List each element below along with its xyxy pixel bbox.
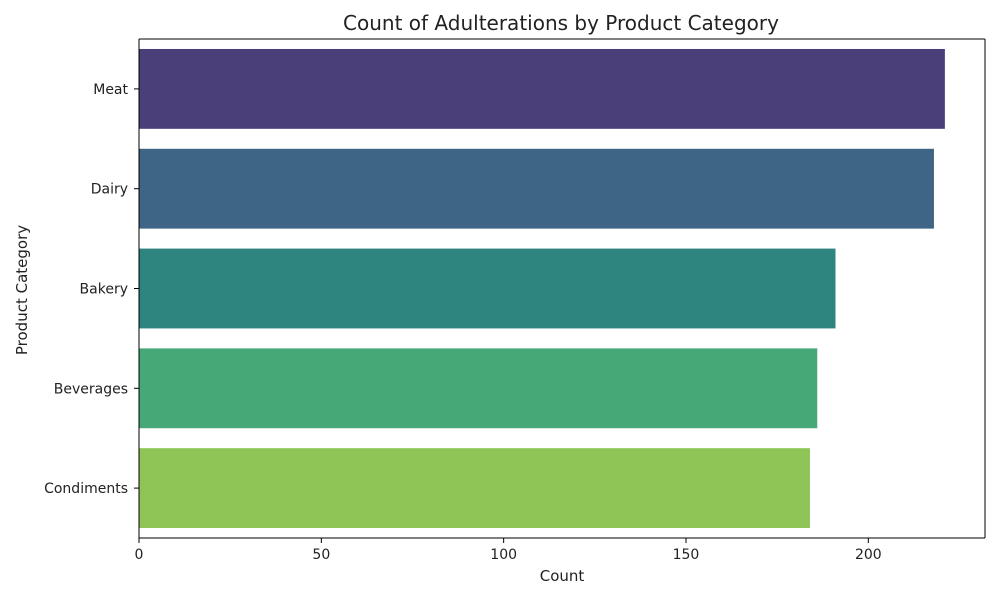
chart-title: Count of Adulterations by Product Catego… [343,11,779,35]
y-tick-label-beverages: Beverages [54,381,128,397]
bars-group [139,48,945,529]
x-tick-label-0: 0 [135,547,144,563]
y-tick-label-dairy: Dairy [91,182,128,198]
bar-bakery [139,248,836,329]
x-tick-labels: 0 50 100 150 200 [135,538,882,563]
y-tick-label-condiments: Condiments [44,481,128,497]
bar-dairy [139,148,934,229]
bar-meat [139,48,945,129]
y-tick-label-bakery: Bakery [80,282,128,298]
bar-condiments [139,448,810,529]
y-tick-label-meat: Meat [93,82,128,98]
x-tick-label-200: 200 [855,547,882,563]
x-tick-label-100: 100 [490,547,517,563]
y-tick-labels: Meat Dairy Bakery Beverages Condiments [44,82,139,497]
x-tick-label-150: 150 [673,547,700,563]
y-axis-label: Product Category [13,225,31,355]
x-tick-label-50: 50 [312,547,330,563]
bar-beverages [139,348,818,429]
x-axis-label: Count [540,567,585,585]
